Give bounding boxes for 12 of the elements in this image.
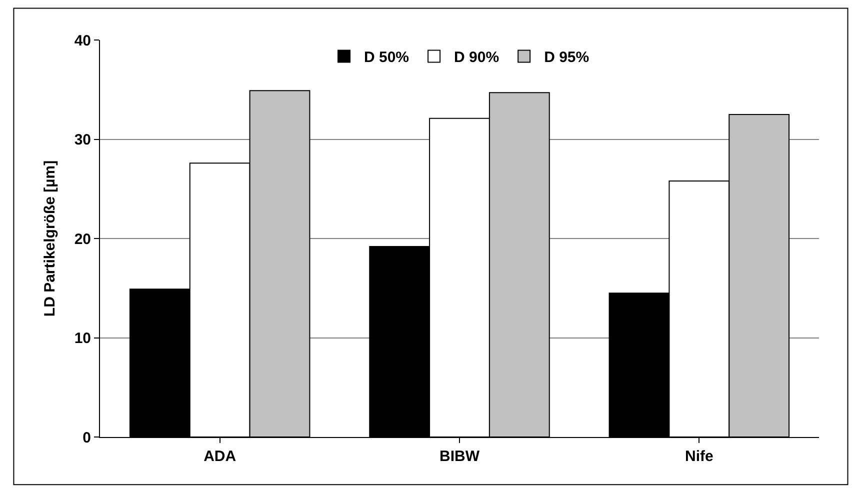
y-axis-title: LD Partikelgröße [µm] (42, 160, 59, 317)
x-tick-label: ADA (204, 448, 236, 465)
legend-label: D 90% (454, 49, 500, 66)
y-tick-label: 20 (74, 230, 91, 248)
y-tick-label: 0 (82, 429, 91, 446)
x-tick-label: BIBW (440, 448, 480, 465)
x-tick-label: Nife (685, 448, 714, 465)
y-tick-label: 40 (74, 32, 91, 50)
y-tick-label: 30 (74, 132, 91, 148)
legend-label: D 50% (364, 49, 410, 66)
legend-label: D 95% (544, 49, 590, 66)
y-tick-label: 10 (74, 330, 91, 347)
